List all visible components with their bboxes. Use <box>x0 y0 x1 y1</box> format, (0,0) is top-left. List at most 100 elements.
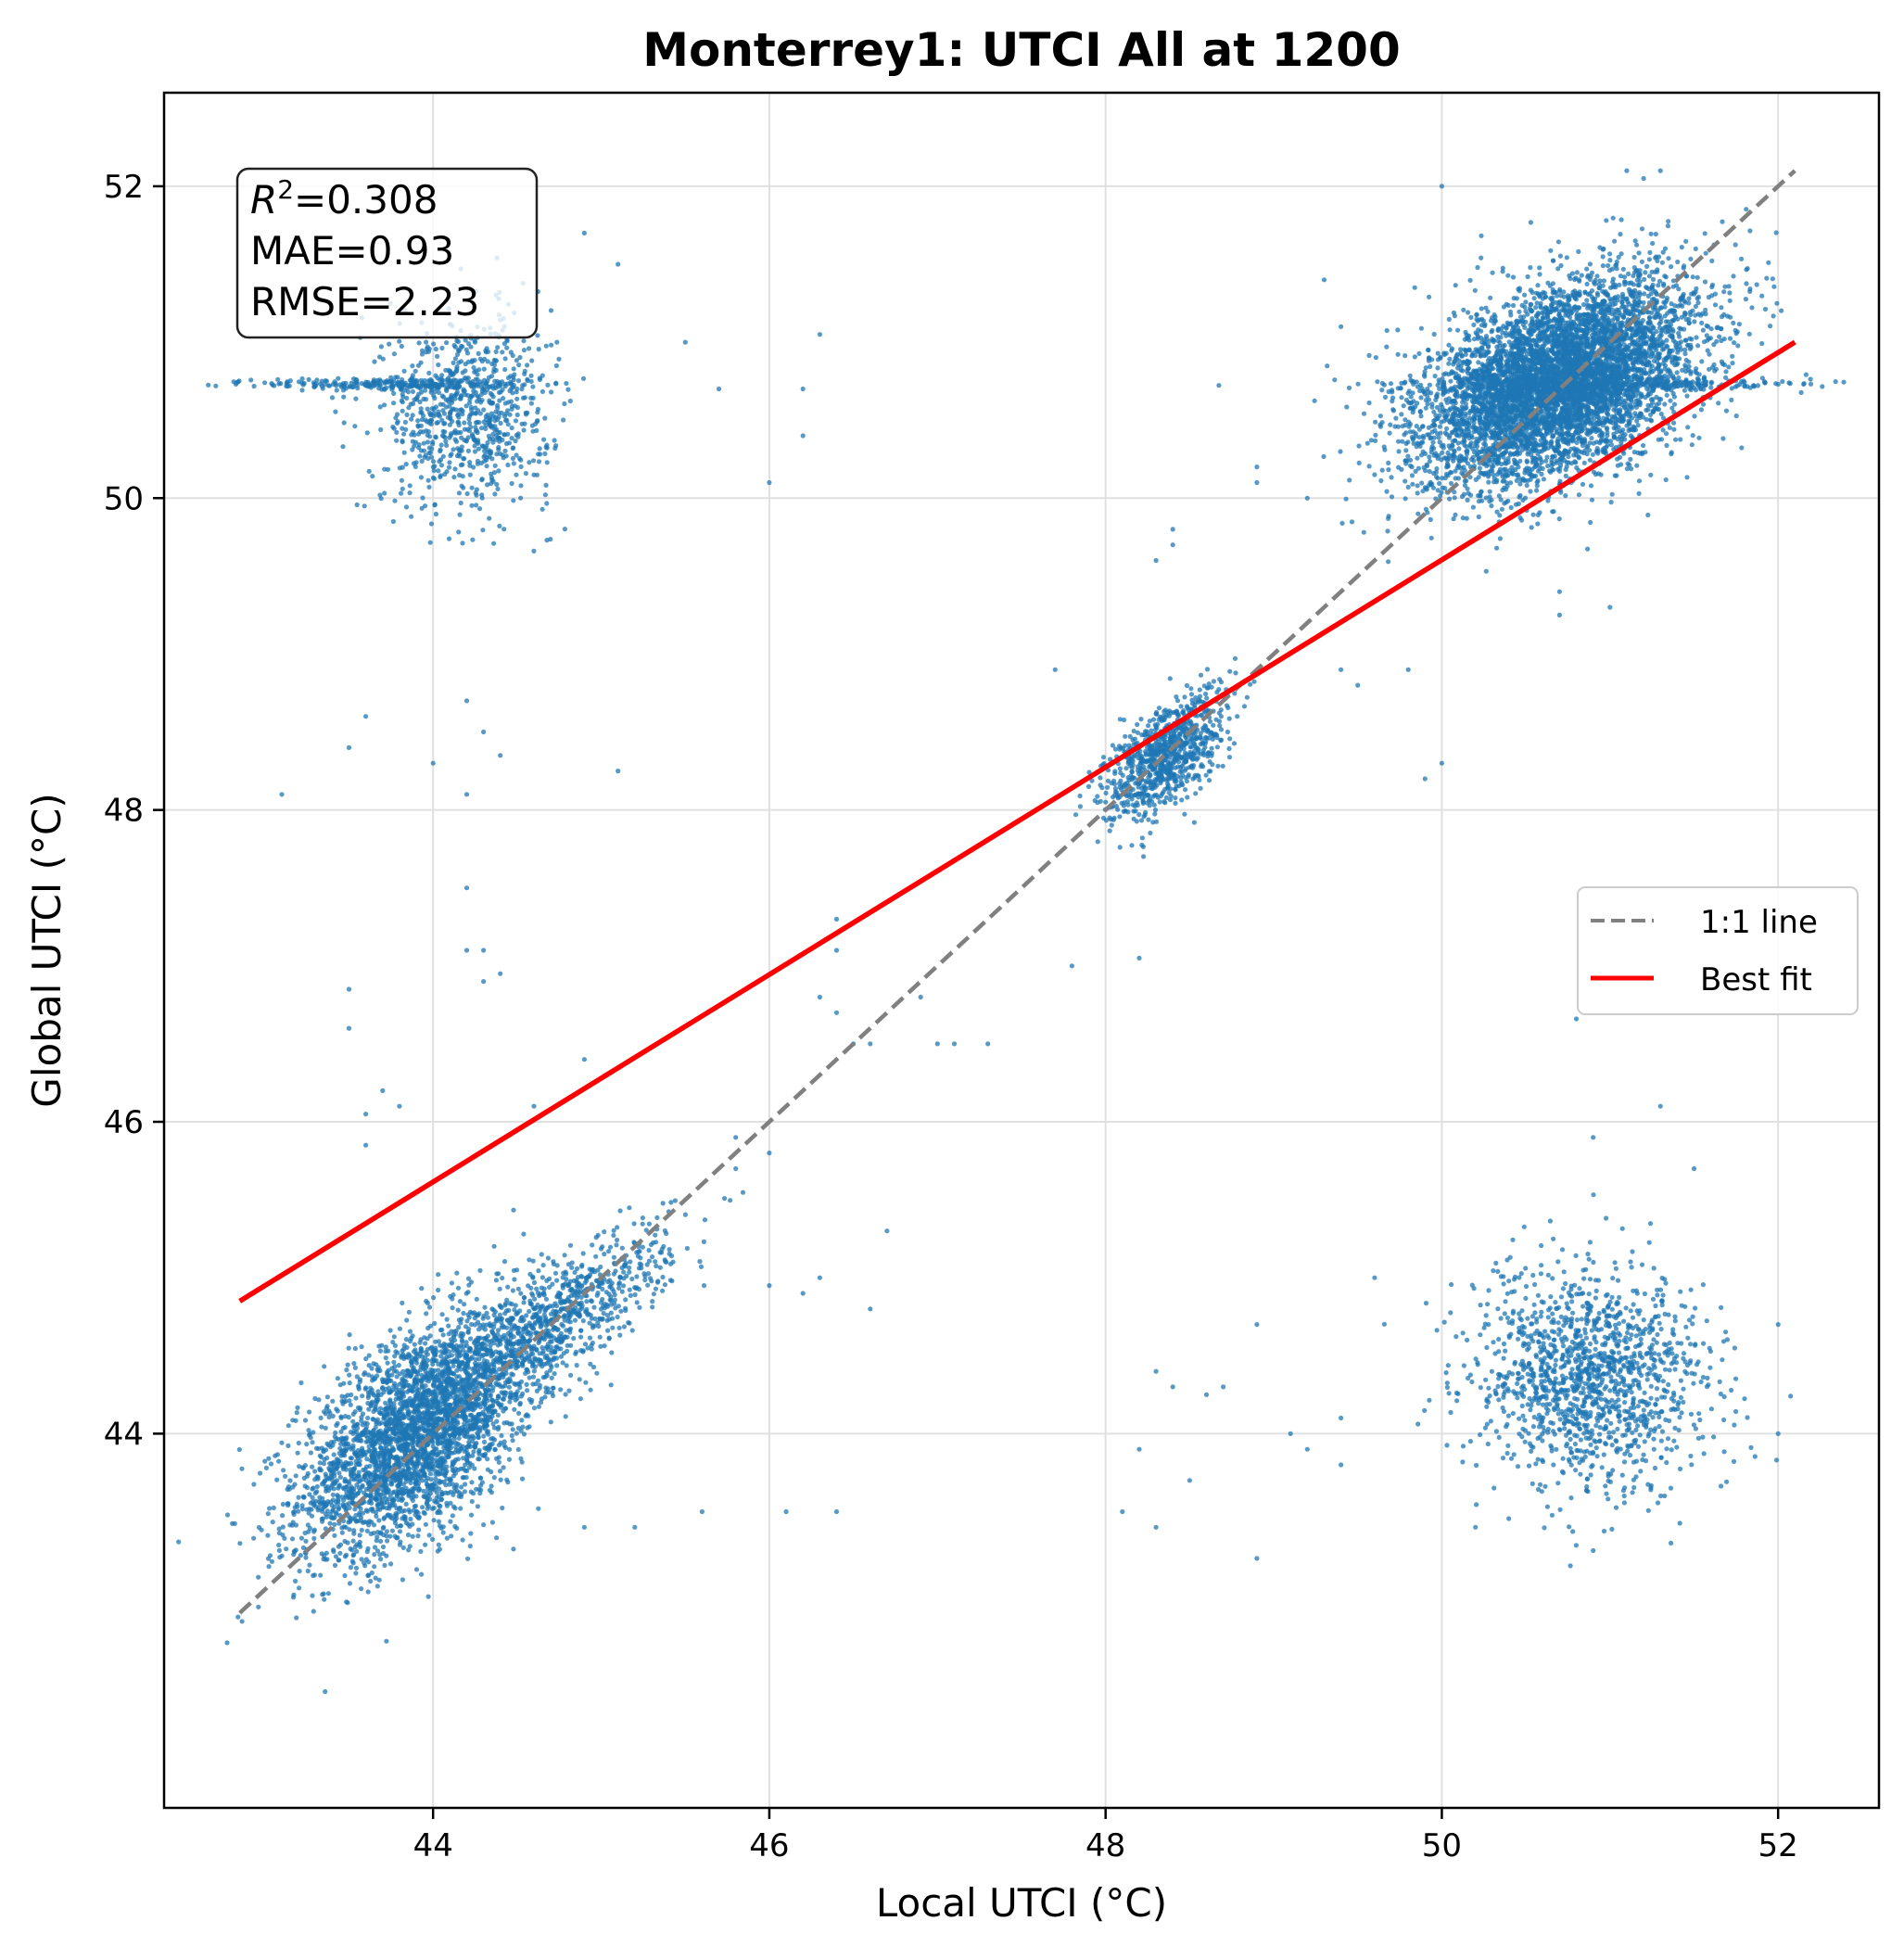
data-point <box>593 1253 599 1259</box>
data-point <box>552 1371 557 1377</box>
data-point <box>361 1510 366 1516</box>
data-point <box>476 350 481 356</box>
data-point <box>466 1439 472 1445</box>
data-point <box>542 1308 548 1314</box>
data-point <box>412 1504 417 1509</box>
data-point <box>367 1498 373 1504</box>
data-point <box>276 1526 282 1532</box>
data-point <box>375 1368 381 1374</box>
data-point <box>341 420 347 426</box>
data-point <box>344 1367 349 1373</box>
data-point <box>451 1388 457 1393</box>
data-point <box>461 387 466 392</box>
data-point <box>502 383 508 389</box>
data-point <box>362 1371 367 1377</box>
data-point <box>310 1464 315 1469</box>
data-point <box>481 1439 488 1444</box>
data-point <box>427 1471 433 1477</box>
data-point <box>307 1525 313 1532</box>
data-point <box>387 1442 392 1447</box>
data-point <box>320 1516 325 1521</box>
data-point <box>571 1335 577 1342</box>
data-point <box>311 1529 317 1534</box>
data-point <box>567 1319 573 1325</box>
data-point <box>296 1508 301 1514</box>
data-point <box>545 1347 552 1353</box>
data-point <box>381 1453 387 1458</box>
data-point <box>443 439 449 444</box>
data-point <box>437 1546 442 1552</box>
data-point <box>387 1390 392 1395</box>
data-point <box>341 1399 347 1405</box>
data-point <box>620 1283 627 1289</box>
data-point <box>353 1565 360 1571</box>
data-point <box>350 1516 356 1521</box>
data-point <box>451 360 456 365</box>
data-point <box>357 1379 362 1384</box>
data-point <box>455 1457 461 1462</box>
data-point <box>311 1535 317 1541</box>
data-point <box>500 1275 505 1281</box>
data-point <box>392 498 398 503</box>
data-point <box>317 1495 323 1500</box>
data-point <box>443 397 449 402</box>
data-point <box>270 1520 275 1525</box>
data-point <box>463 1340 469 1345</box>
data-point <box>438 473 443 478</box>
data-point <box>499 410 504 416</box>
data-point <box>502 366 508 373</box>
data-point <box>617 1208 623 1214</box>
data-point <box>479 477 485 482</box>
data-point <box>556 356 562 362</box>
data-point <box>475 1504 481 1509</box>
data-point <box>456 1431 463 1437</box>
data-point <box>543 482 549 489</box>
data-point <box>324 1455 330 1461</box>
data-point <box>388 1481 394 1486</box>
data-point <box>378 1557 384 1562</box>
data-point <box>531 1368 538 1374</box>
data-point <box>470 1407 476 1413</box>
data-point <box>431 1295 437 1301</box>
data-point <box>451 474 457 480</box>
data-point <box>535 333 540 338</box>
data-point <box>405 1355 411 1360</box>
data-point <box>493 1278 500 1283</box>
data-point <box>266 1564 272 1570</box>
data-point <box>378 1538 384 1544</box>
data-point <box>468 1336 474 1342</box>
data-point <box>545 1386 551 1392</box>
data-point <box>530 1360 536 1366</box>
data-point <box>472 1444 478 1450</box>
data-point <box>491 1475 497 1481</box>
data-point <box>426 445 432 451</box>
data-point <box>591 1304 597 1310</box>
data-point <box>265 1511 271 1517</box>
data-point <box>451 1292 456 1298</box>
data-point <box>543 1296 550 1302</box>
data-point <box>445 1361 451 1367</box>
data-point <box>372 1545 378 1550</box>
data-point <box>529 423 535 428</box>
data-point <box>357 1533 362 1538</box>
data-point <box>295 1405 300 1410</box>
data-point <box>419 1379 425 1384</box>
data-point <box>237 1541 243 1546</box>
data-point <box>334 1478 340 1483</box>
data-point <box>466 1315 472 1320</box>
data-point <box>329 1503 335 1508</box>
data-point <box>265 1556 272 1561</box>
data-point <box>400 1577 405 1583</box>
data-point <box>430 1361 436 1367</box>
data-point <box>518 483 524 489</box>
data-point <box>629 1276 635 1282</box>
data-point <box>359 1448 365 1454</box>
data-point <box>374 1548 381 1554</box>
data-point <box>489 424 495 429</box>
data-point <box>531 1406 538 1411</box>
data-point <box>365 1435 371 1441</box>
data-point <box>542 451 548 456</box>
data-point <box>550 1390 555 1395</box>
data-point <box>213 383 219 388</box>
data-point <box>351 1473 357 1479</box>
